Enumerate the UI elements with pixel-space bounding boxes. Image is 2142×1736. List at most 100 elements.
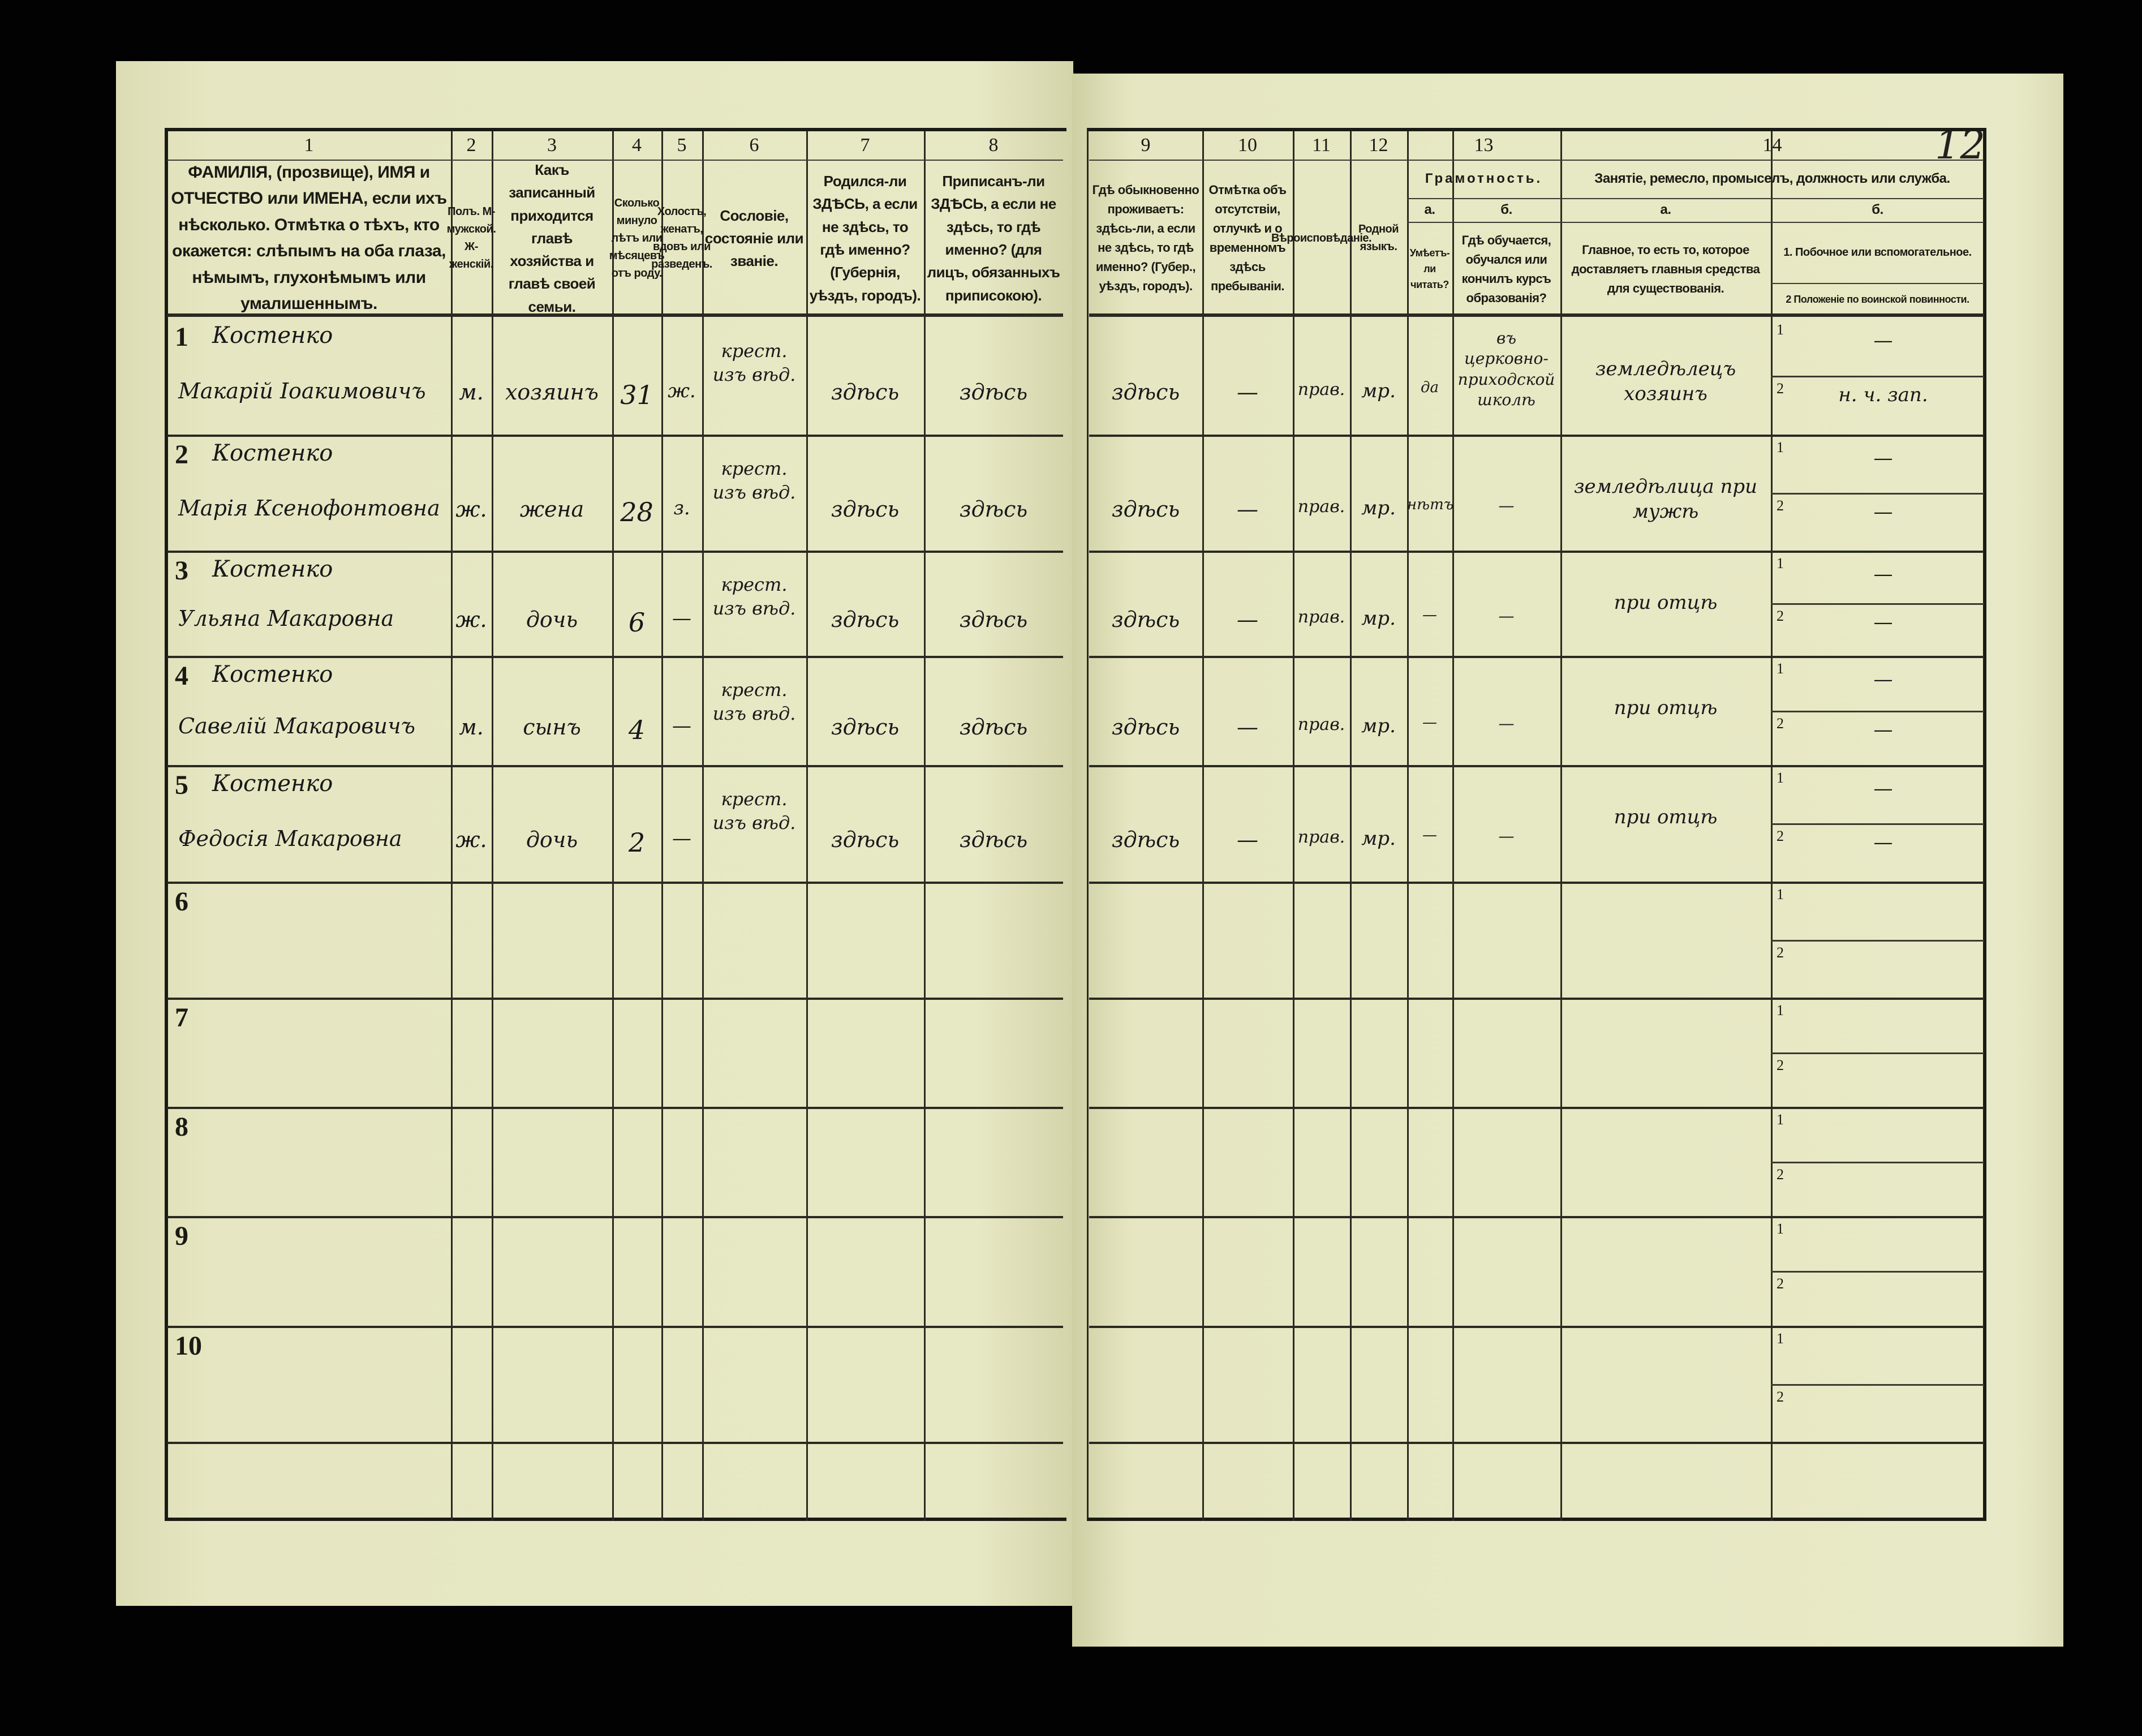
occupation-cell: земледѣлецъ хозяинъ	[1595, 358, 1736, 406]
column-divider	[1350, 131, 1352, 1521]
subrow-label-2: 2	[1777, 380, 1784, 397]
education-cell: —	[1498, 827, 1515, 845]
estate-cell: крест. изъ вѣд.	[712, 574, 796, 619]
relation-cell: хозяинъ	[505, 380, 599, 405]
subrow-divider	[1771, 1271, 1984, 1273]
religion-cell: прав.	[1297, 496, 1345, 517]
birthplace-cell: здѣсь	[831, 607, 900, 632]
military-status-cell: —	[1873, 831, 1893, 854]
column-divider	[1407, 131, 1409, 1521]
subrow-label-1: 1	[1777, 660, 1784, 677]
row-divider	[1089, 435, 1984, 437]
registered-place-cell: здѣсь	[959, 714, 1028, 740]
column-number: 4	[632, 135, 642, 156]
occupation-cell: при отцѣ	[1614, 591, 1718, 614]
subrow-divider	[1771, 710, 1984, 712]
birthplace-cell: здѣсь	[831, 496, 900, 522]
column-header-text: Родной языкъ.	[1358, 223, 1399, 253]
column-number: 11	[1312, 135, 1331, 156]
registered-place-cell: здѣсь	[959, 607, 1028, 632]
subrow-divider	[1771, 823, 1984, 825]
native-language-cell: мр.	[1361, 496, 1396, 519]
subrow-label-1: 1	[1777, 439, 1784, 456]
military-status-cell: —	[1873, 718, 1893, 741]
birthplace-cell: здѣсь	[831, 380, 900, 405]
column-number: 7	[860, 135, 870, 156]
header-number-line	[167, 160, 1063, 161]
row-divider	[1089, 1216, 1984, 1218]
literacy-cell: да	[1421, 379, 1439, 396]
row-number: 4	[175, 661, 188, 691]
subrow-label-2: 2	[1777, 1275, 1784, 1292]
registered-place-cell: здѣсь	[959, 380, 1028, 405]
absence-note-cell: —	[1237, 496, 1258, 522]
absence-note-cell: —	[1237, 380, 1258, 405]
subheader-line	[1407, 222, 1984, 223]
subrow-divider	[1771, 1052, 1984, 1054]
sex-cell: ж.	[455, 607, 487, 632]
age-cell: 28	[620, 496, 653, 527]
given-name-patronymic: Марія Ксенофонтовна	[178, 495, 440, 521]
column-header-text: Какъ записанный приходится главѣ хозяйст…	[508, 161, 596, 315]
column-number: 3	[547, 135, 557, 156]
marital-status-cell: з.	[673, 496, 690, 519]
subrow-label-2: 2	[1777, 497, 1784, 514]
registered-place-cell: здѣсь	[959, 827, 1028, 852]
subrow-label-2: 2	[1777, 944, 1784, 961]
residence-cell: здѣсь	[1111, 714, 1180, 740]
column-header-text: Отмѣтка объ отсутствіи, отлучкѣ и о врем…	[1208, 182, 1287, 294]
education-cell: —	[1498, 496, 1515, 515]
subrow-label-1: 1	[1777, 321, 1784, 338]
subcolumn-text: Умѣетъ-ли читать?	[1409, 247, 1450, 290]
native-language-cell: мр.	[1361, 827, 1396, 850]
residence-cell: здѣсь	[1111, 380, 1180, 405]
column-divider	[1293, 131, 1294, 1521]
literacy-title: Грамотность.	[1425, 171, 1543, 187]
given-name-patronymic: Макарій Іоакимовичъ	[178, 379, 426, 403]
column-header-text: Гдѣ обыкновенно проживаетъ: здѣсь-ли, а …	[1092, 182, 1199, 294]
header-number-line	[1089, 160, 1984, 161]
surname: Костенко	[212, 661, 333, 687]
column-header-text: Холостъ, женатъ, вдовъ или разведенъ.	[651, 205, 712, 270]
left-table-frame	[165, 128, 1066, 1521]
row-divider	[167, 1326, 1063, 1328]
surname: Костенко	[212, 440, 333, 466]
column-number: 5	[677, 135, 687, 156]
religion-cell: прав.	[1297, 714, 1345, 734]
column-header-text: Родился-ли ЗДѢСЬ, а если не здѣсь, то гд…	[809, 173, 921, 304]
column-number: 12	[1369, 135, 1388, 156]
marital-status-cell: —	[672, 714, 691, 737]
subrow-label-1: 1	[1777, 1111, 1784, 1128]
header-bottom-line	[1089, 313, 1984, 317]
column-divider	[661, 131, 663, 1521]
secondary-occupation-cell: —	[1873, 447, 1893, 470]
literacy-cell: —	[1422, 827, 1437, 844]
subrow-label-1: 1	[1777, 886, 1784, 903]
education-cell: —	[1498, 714, 1515, 733]
subrow-label-1: 1	[1777, 555, 1784, 571]
religion-cell: прав.	[1297, 607, 1345, 627]
subrow-label-2: 2	[1777, 608, 1784, 624]
native-language-cell: мр.	[1361, 714, 1396, 737]
absence-note-cell: —	[1237, 714, 1258, 740]
occupation-cell: при отцѣ	[1614, 806, 1718, 828]
subrow-label-2: 2	[1777, 1388, 1784, 1405]
column-number: 14	[1762, 135, 1782, 156]
column-number: 9	[1141, 135, 1151, 156]
row-divider	[167, 656, 1063, 658]
subrow-divider	[1771, 492, 1984, 495]
subcolumn-label: б.	[1500, 202, 1512, 218]
sex-cell: ж.	[455, 827, 487, 852]
military-status-cell: —	[1873, 611, 1893, 634]
sex-cell: м.	[459, 380, 484, 405]
row-number: 1	[175, 322, 188, 352]
secondary-occupation-cell: —	[1873, 329, 1893, 352]
header-bottom-line	[167, 313, 1063, 317]
military-status-cell: н. ч. зап.	[1838, 384, 1928, 406]
subrow-label-1: 1	[1777, 770, 1784, 786]
given-name-patronymic: Савелій Макаровичъ	[178, 713, 415, 738]
occupation-cell: при отцѣ	[1614, 697, 1718, 719]
left-page	[116, 61, 1073, 1606]
native-language-cell: мр.	[1361, 380, 1396, 402]
